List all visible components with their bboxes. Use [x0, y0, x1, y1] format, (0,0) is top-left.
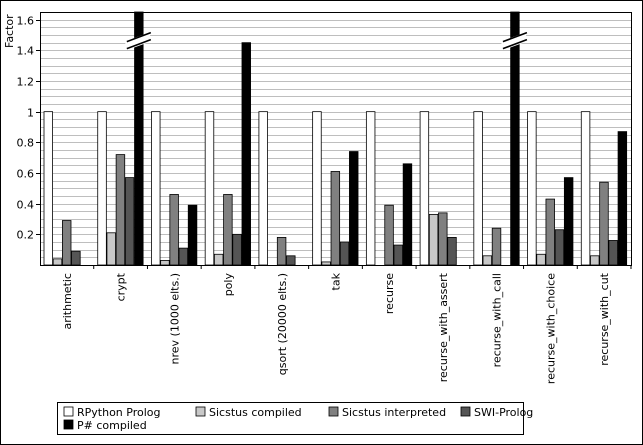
axis-break-gap	[124, 32, 153, 50]
bar-recurse-sicstus-interpreted	[384, 204, 394, 266]
legend-label-swi-prolog: SWI-Prolog	[474, 406, 533, 419]
bar-qsort-20000-elts-rpython-prolog	[258, 111, 268, 266]
bar-recurse-with-cut-sicstus-interpreted	[599, 181, 609, 266]
bar-recurse-with-call-sicstus-interpreted	[491, 227, 502, 266]
bar-recurse-with-assert-sicstus-interpreted	[438, 212, 448, 266]
bar-tak-sicstus-interpreted	[330, 171, 341, 266]
y-tick-label: 1	[27, 107, 34, 120]
bar-tak-rpython-prolog	[312, 111, 322, 266]
bar-tak-sicstus-compiled	[321, 261, 331, 266]
y-tick-label: 1.2	[17, 76, 35, 89]
legend-label-rpython-prolog: RPython Prolog	[77, 406, 161, 419]
legend-swatch-rpython-prolog	[63, 406, 74, 417]
bar-recurse-with-call-sicstus-compiled	[482, 255, 493, 266]
category-label-arithmetic: arithmetic	[61, 273, 74, 330]
category-label-nrev-1000-elts: nrev (1000 elts.)	[168, 273, 181, 364]
axis-break-gap	[500, 32, 529, 50]
category-label-qsort-20000-elts: qsort (20000 elts.)	[276, 273, 289, 375]
legend-swatch-p-compiled	[63, 419, 74, 430]
axes: 0.2 0.4 0.6 0.8 1 1.2 1.4 1.6 arithmetic crypt nre…	[17, 15, 632, 384]
bar-nrev-1000-elts-sicstus-compiled	[160, 259, 170, 266]
bar-nrev-1000-elts-p-compiled	[187, 204, 198, 266]
axis-break-line	[126, 38, 152, 50]
bar-crypt-p-compiled	[134, 11, 144, 266]
category-label-crypt: crypt	[115, 272, 128, 301]
bar-arithmetic-swi-prolog	[71, 250, 81, 266]
bar-crypt-swi-prolog	[124, 177, 135, 266]
legend-label-sicstus-interpreted: Sicstus interpreted	[342, 406, 446, 419]
plot-border	[40, 12, 632, 266]
bar-poly-swi-prolog	[232, 233, 242, 266]
bar-nrev-1000-elts-sicstus-interpreted	[169, 194, 179, 266]
bar-poly-rpython-prolog	[204, 111, 215, 266]
bar-recurse-with-assert-sicstus-compiled	[428, 213, 439, 266]
bar-crypt-sicstus-compiled	[106, 232, 116, 266]
bar-recurse-p-compiled	[402, 163, 413, 266]
y-tick-label: 0.4	[17, 199, 35, 212]
bar-recurse-with-assert-swi-prolog	[447, 236, 457, 266]
legend-swatch-sicstus-compiled	[195, 406, 206, 417]
y-tick-label: 1.4	[17, 45, 35, 58]
category-label-recurse-with-call: recurse_with_call	[491, 273, 504, 367]
bar-crypt-sicstus-interpreted	[115, 154, 126, 266]
bar-recurse-with-choice-rpython-prolog	[527, 111, 537, 266]
y-tick-label: 0.8	[17, 137, 35, 150]
legend-swatch-swi-prolog	[460, 406, 471, 417]
bar-recurse-with-call-p-compiled	[510, 11, 520, 266]
legend-label-sicstus-compiled: Sicstus compiled	[209, 406, 302, 419]
bar-poly-sicstus-interpreted	[223, 194, 233, 266]
bar-recurse-with-cut-swi-prolog	[608, 240, 618, 266]
legend-swatch-sicstus-interpreted	[328, 406, 339, 417]
legend-label-p-compiled: P# compiled	[77, 419, 147, 432]
bar-tak-p-compiled	[349, 151, 359, 266]
y-tick-label: 1.6	[17, 15, 35, 28]
bar-recurse-with-cut-rpython-prolog	[580, 111, 591, 266]
bar-arithmetic-sicstus-compiled	[52, 258, 63, 266]
bar-recurse-rpython-prolog	[365, 111, 376, 266]
axis-break-line	[126, 31, 152, 43]
bar-recurse-with-choice-sicstus-interpreted	[545, 198, 555, 266]
bar-qsort-20000-elts-sicstus-interpreted	[276, 236, 287, 266]
bar-recurse-with-choice-sicstus-compiled	[536, 253, 546, 266]
axis-break-line	[502, 38, 528, 50]
bar-tak-swi-prolog	[339, 241, 350, 266]
bar-arithmetic-rpython-prolog	[43, 111, 54, 266]
bar-recurse-with-call-rpython-prolog	[473, 111, 483, 266]
y-tick-label: 0.2	[17, 229, 35, 242]
axis-break-line	[502, 31, 528, 43]
bar-recurse-with-choice-swi-prolog	[554, 229, 565, 266]
bar-recurse-with-cut-p-compiled	[617, 131, 628, 266]
y-axis-label: Factor	[3, 14, 16, 48]
category-label-recurse-with-choice: recurse_with_choice	[544, 273, 557, 384]
category-label-recurse-with-cut: recurse_with_cut	[598, 272, 611, 365]
bar-nrev-1000-elts-rpython-prolog	[151, 111, 161, 266]
category-label-recurse-with-assert: recurse_with_assert	[437, 272, 450, 382]
bar-poly-sicstus-compiled	[213, 253, 224, 266]
bar-qsort-20000-elts-swi-prolog	[286, 255, 296, 266]
legend-box	[57, 402, 524, 435]
bar-recurse-with-choice-p-compiled	[563, 177, 574, 266]
bar-poly-p-compiled	[241, 42, 251, 266]
bar-recurse-with-cut-sicstus-compiled	[590, 255, 600, 266]
bar-arithmetic-sicstus-interpreted	[62, 220, 72, 266]
category-label-poly: poly	[222, 273, 235, 297]
bar-crypt-rpython-prolog	[97, 111, 107, 266]
y-tick-label: 0.6	[17, 168, 35, 181]
legend: RPython Prolog Sicstus compiled Sicstus in…	[57, 402, 533, 435]
category-label-recurse: recurse	[383, 273, 396, 314]
bar-nrev-1000-elts-swi-prolog	[178, 247, 189, 266]
category-label-tak: tak	[330, 272, 343, 290]
bar-recurse-with-assert-rpython-prolog	[419, 111, 430, 266]
bar-recurse-swi-prolog	[393, 244, 403, 266]
